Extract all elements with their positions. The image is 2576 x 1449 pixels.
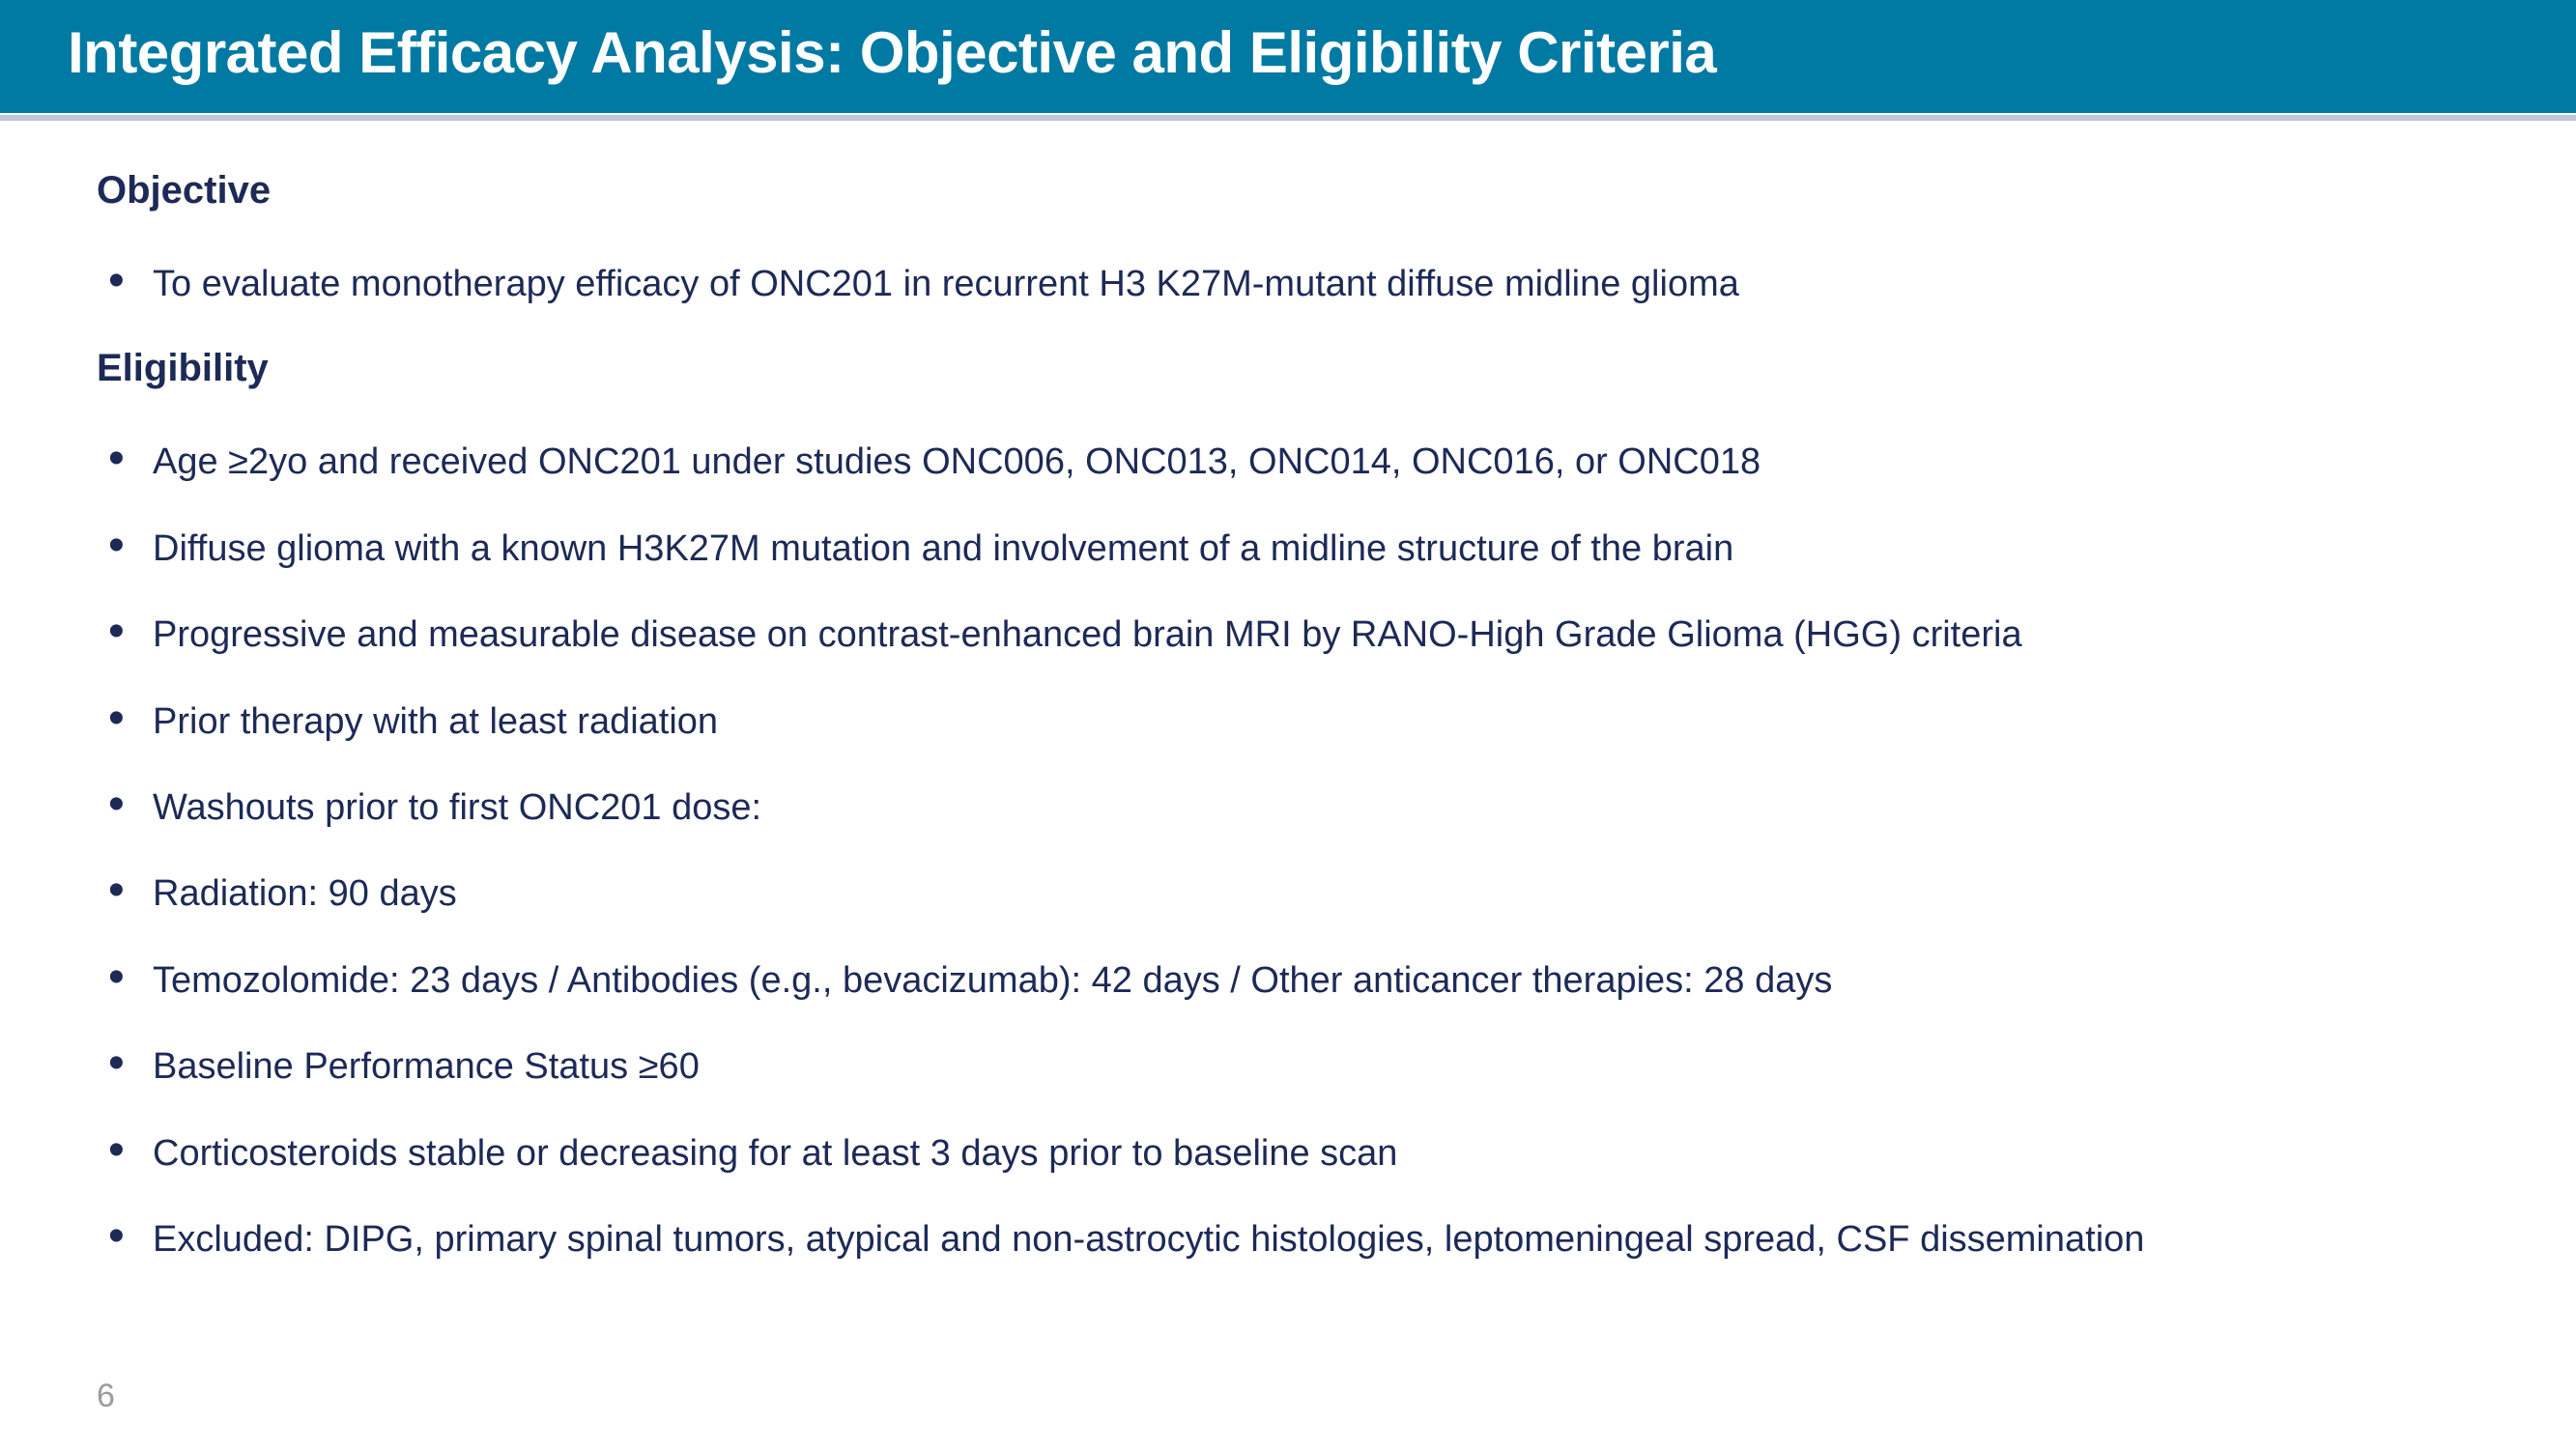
- eligibility-heading: Eligibility: [97, 347, 2479, 390]
- slide: Integrated Efficacy Analysis: Objective …: [0, 0, 2576, 1449]
- eligibility-item: Diffuse glioma with a known H3K27M mutat…: [97, 526, 2479, 573]
- objective-list: To evaluate monotherapy efficacy of ONC2…: [97, 261, 2479, 308]
- objective-item: To evaluate monotherapy efficacy of ONC2…: [97, 261, 2479, 308]
- eligibility-item: Prior therapy with at least radiation: [97, 698, 2479, 746]
- eligibility-item: Progressive and measurable disease on co…: [97, 611, 2479, 659]
- slide-title: Integrated Efficacy Analysis: Objective …: [68, 19, 2508, 86]
- eligibility-item: Washouts prior to first ONC201 dose:: [97, 784, 2479, 832]
- objective-heading: Objective: [97, 169, 2479, 213]
- eligibility-item: Age ≥2yo and received ONC201 under studi…: [97, 439, 2479, 486]
- eligibility-item: Corticosteroids stable or decreasing for…: [97, 1130, 2479, 1178]
- eligibility-item: Baseline Performance Status ≥60: [97, 1043, 2479, 1091]
- eligibility-list: Age ≥2yo and received ONC201 under studi…: [97, 439, 2479, 1264]
- slide-header: Integrated Efficacy Analysis: Objective …: [0, 0, 2576, 113]
- eligibility-item: Temozolomide: 23 days / Antibodies (e.g.…: [97, 957, 2479, 1005]
- page-number: 6: [97, 1378, 115, 1415]
- eligibility-item: Radiation: 90 days: [97, 870, 2479, 918]
- eligibility-item: Excluded: DIPG, primary spinal tumors, a…: [97, 1216, 2479, 1264]
- slide-content: Objective To evaluate monotherapy effica…: [0, 121, 2576, 1264]
